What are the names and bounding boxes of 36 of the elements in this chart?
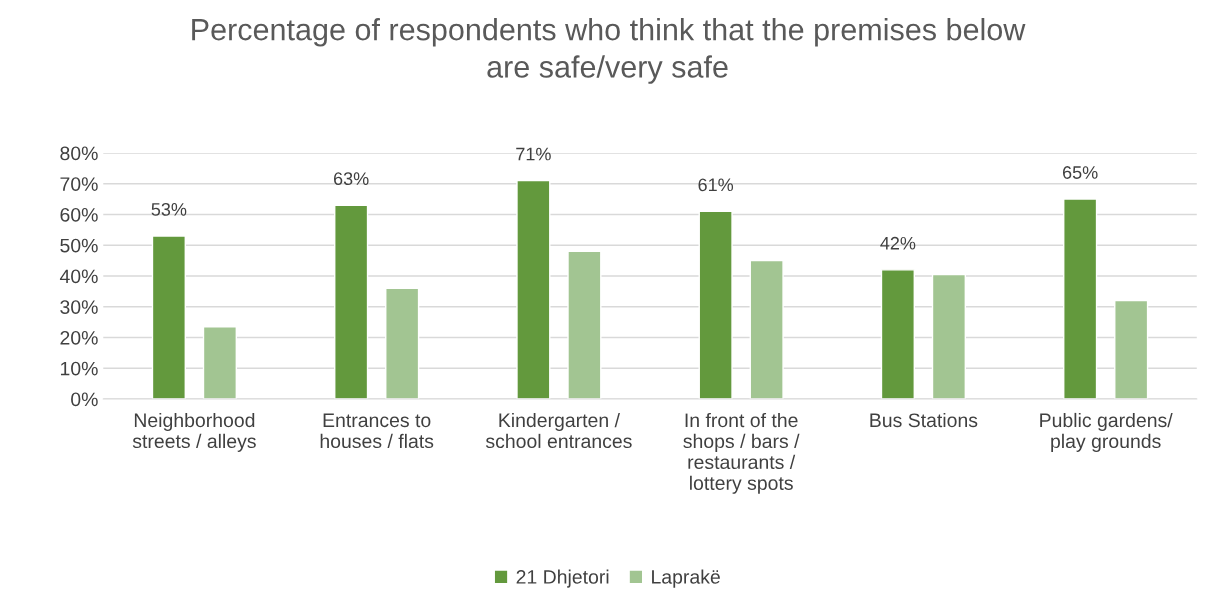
y-tick-label: 50% [60, 238, 98, 253]
data-label: 63% [333, 172, 369, 186]
bar [567, 250, 602, 399]
x-tick-label: Entrances to houses / flats [320, 413, 434, 449]
data-label: 61% [698, 178, 734, 192]
y-tick-label: 0% [71, 392, 98, 407]
bar [1114, 299, 1149, 399]
bar [880, 269, 915, 399]
x-tick-label: Public gardens/ play grounds [1040, 412, 1173, 452]
x-tick-label: Neighborhood streets / alleys [132, 412, 256, 452]
chart-title: Percentage of respondents who think that the premises below are safe/very safe [192, 18, 1026, 84]
legend-label: Laprakë [652, 569, 720, 588]
data-label: 71% [516, 147, 551, 161]
y-tick-label: 80% [60, 146, 98, 161]
y-tick-label: 60% [60, 207, 98, 222]
bar [1063, 198, 1098, 399]
y-tick-label: 10% [60, 361, 98, 376]
x-tick-label: Kindergarten / school entrances [485, 412, 632, 449]
legend-label: 21 Dhjetori [516, 569, 609, 588]
bar [202, 326, 238, 399]
x-tick-label: In front of the shops / bars / restaurants / lottery spots [683, 412, 800, 494]
y-tick-label: 30% [60, 300, 98, 314]
x-tick-label: Bus Stations [870, 412, 978, 428]
bar [931, 273, 967, 399]
bar [385, 287, 420, 399]
y-tick-label: 20% [60, 330, 98, 345]
y-tick-label: 70% [60, 177, 98, 191]
data-label: 65% [1062, 166, 1098, 179]
bar [749, 259, 784, 399]
y-tick-label: 40% [59, 269, 98, 284]
data-label: 42% [880, 236, 916, 250]
bar [698, 210, 733, 399]
bar [151, 235, 186, 399]
bar [334, 204, 369, 399]
data-label: 53% [151, 203, 187, 216]
bar [516, 179, 551, 399]
